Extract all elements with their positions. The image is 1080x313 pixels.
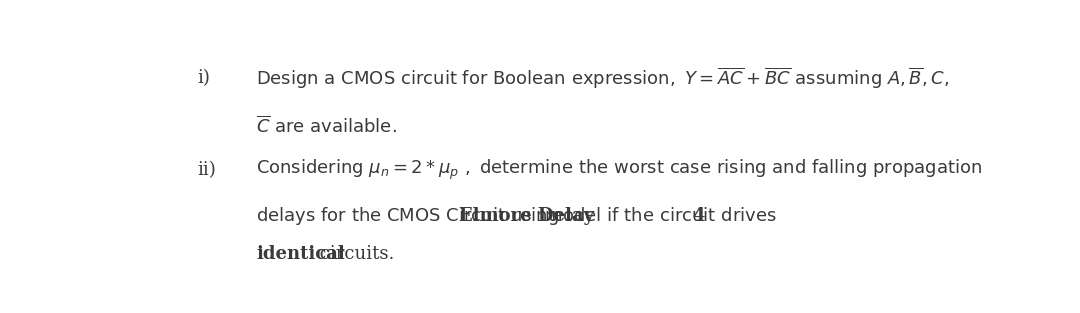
Text: $\mathrm{\ model\ if\ the\ circuit\ drives\ }$: $\mathrm{\ model\ if\ the\ circuit\ driv… xyxy=(539,207,778,225)
Text: circuits.: circuits. xyxy=(314,245,394,264)
Text: identical: identical xyxy=(256,245,346,264)
Text: i): i) xyxy=(198,69,211,88)
Text: $\mathrm{delays\ for\ the\ CMOS\ Circuit\ using\ }$: $\mathrm{delays\ for\ the\ CMOS\ Circuit… xyxy=(256,205,559,227)
Text: $\overline{C}\mathrm{\ are\ available.}$: $\overline{C}\mathrm{\ are\ available.}$ xyxy=(256,116,397,137)
Text: $\mathrm{Design\ a\ CMOS\ circuit\ for\ Boolean\ expression,\ }Y = \overline{AC}: $\mathrm{Design\ a\ CMOS\ circuit\ for\ … xyxy=(256,66,949,91)
Text: ii): ii) xyxy=(198,161,216,179)
Text: 4: 4 xyxy=(692,207,705,225)
Text: $\mathrm{Considering\ }\mu_n = 2 * \mu_p\mathrm{\ ,\ determine\ the\ worst\ case: $\mathrm{Considering\ }\mu_n = 2 * \mu_p… xyxy=(256,158,983,182)
Text: Elmore Delay: Elmore Delay xyxy=(459,207,594,225)
